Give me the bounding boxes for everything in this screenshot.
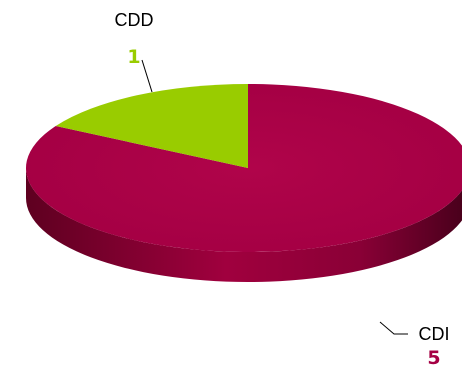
category-label-cdi: CDI [419,324,450,344]
pie-side-wall [26,168,462,282]
value-label-cdi: 5 [427,347,440,368]
leader-line-cdi [379,321,408,335]
category-label-cdd: CDD [115,10,154,30]
leader-line-cdd [141,59,153,93]
pie-slice-cdi [26,84,462,252]
value-label-cdd: 1 [127,46,140,68]
pie-slice-cdd [55,84,249,168]
